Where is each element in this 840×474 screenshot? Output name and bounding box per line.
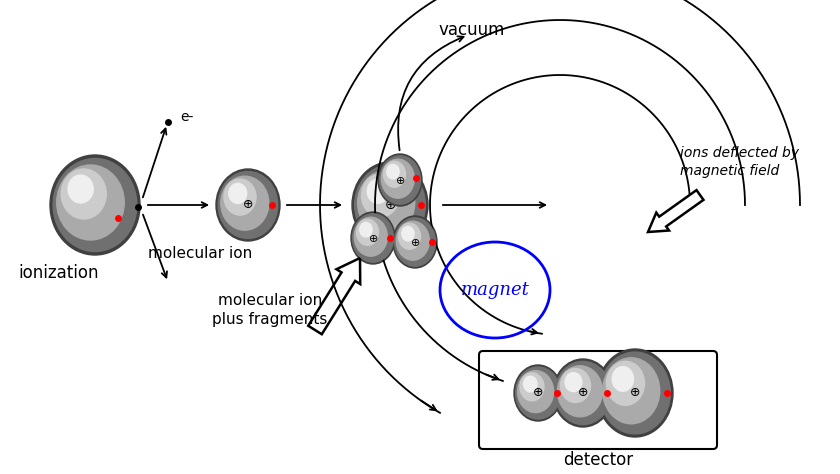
Ellipse shape [558,366,602,417]
Ellipse shape [380,156,421,204]
Ellipse shape [597,349,673,437]
Ellipse shape [351,212,395,264]
Ellipse shape [516,367,560,419]
Ellipse shape [57,165,124,240]
Ellipse shape [356,219,379,245]
Text: $\oplus$: $\oplus$ [395,174,405,185]
Ellipse shape [224,179,256,215]
Ellipse shape [600,352,670,434]
Ellipse shape [352,162,428,248]
Ellipse shape [53,158,137,252]
Ellipse shape [361,174,400,217]
FancyArrow shape [308,258,360,334]
Text: molecular ion
plus fragments: molecular ion plus fragments [213,292,328,328]
Ellipse shape [565,373,582,392]
Ellipse shape [386,164,399,179]
Ellipse shape [398,223,421,249]
FancyArrow shape [648,190,703,232]
Ellipse shape [216,169,280,241]
Ellipse shape [360,222,372,237]
Text: ionization: ionization [18,264,98,282]
Ellipse shape [612,366,633,391]
Ellipse shape [354,165,425,245]
Ellipse shape [218,172,278,238]
Ellipse shape [555,361,611,425]
Text: magnet: magnet [460,281,529,299]
Text: $\oplus$: $\oplus$ [384,198,396,212]
Ellipse shape [553,359,613,427]
Ellipse shape [61,169,106,219]
Text: $\oplus$: $\oplus$ [577,386,589,400]
Text: $\oplus$: $\oplus$ [629,386,641,400]
Ellipse shape [603,358,659,424]
Ellipse shape [520,373,544,401]
Text: $\oplus$: $\oplus$ [368,233,378,244]
Text: molecular ion: molecular ion [148,246,252,261]
Ellipse shape [381,159,414,198]
Ellipse shape [560,368,591,402]
Text: vacuum: vacuum [438,21,505,39]
FancyBboxPatch shape [479,351,717,449]
Ellipse shape [367,179,388,203]
Ellipse shape [517,371,554,412]
Ellipse shape [353,214,393,262]
Ellipse shape [606,361,644,405]
Ellipse shape [354,217,387,256]
Text: e-: e- [180,110,193,124]
Ellipse shape [228,183,247,203]
Ellipse shape [393,216,437,268]
Ellipse shape [402,227,414,241]
Ellipse shape [395,218,435,266]
Text: ions deflected by
magnetic field: ions deflected by magnetic field [680,146,799,178]
Ellipse shape [523,376,537,392]
Text: detector: detector [563,451,633,469]
Text: $\oplus$: $\oplus$ [243,199,254,211]
Text: $\oplus$: $\oplus$ [410,237,420,247]
Ellipse shape [358,171,415,235]
Ellipse shape [68,175,93,203]
Text: $\oplus$: $\oplus$ [533,386,543,400]
Ellipse shape [50,155,140,255]
Ellipse shape [221,176,269,230]
Ellipse shape [384,161,406,187]
Ellipse shape [396,221,429,260]
Ellipse shape [514,365,562,421]
Ellipse shape [378,154,422,206]
